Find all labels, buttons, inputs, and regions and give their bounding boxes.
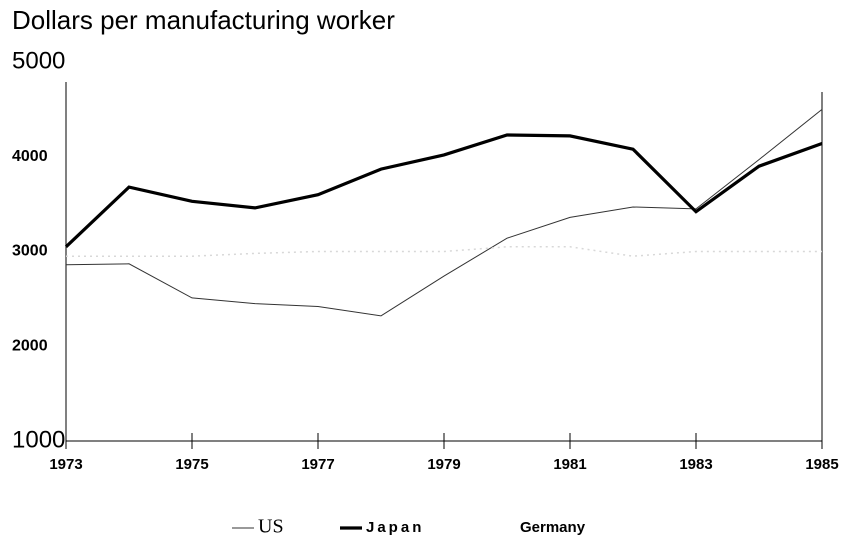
y-tick-label: 1000 <box>12 426 65 453</box>
x-tick-label: 1973 <box>49 456 82 473</box>
x-tick-label: 1981 <box>553 456 586 473</box>
x-tick-label: 1983 <box>679 456 712 473</box>
legend-label: Japan <box>366 519 424 536</box>
series-line <box>64 133 823 248</box>
series-line <box>65 109 823 317</box>
x-tick-label: 1977 <box>301 456 334 473</box>
legend-label: US <box>258 516 284 538</box>
x-tick-label: 1985 <box>805 456 838 473</box>
chart-title: Dollars per manufacturing worker <box>12 5 395 35</box>
y-tick-label: 3000 <box>12 243 48 260</box>
x-tick-label: 1975 <box>175 456 208 473</box>
x-tick-label: 1979 <box>427 456 460 473</box>
series-line <box>66 246 822 257</box>
y-tick-label: 5000 <box>12 47 65 74</box>
y-tick-label: 2000 <box>12 337 48 354</box>
y-tick-label: 4000 <box>12 148 48 165</box>
legend-label: Germany <box>520 519 586 536</box>
